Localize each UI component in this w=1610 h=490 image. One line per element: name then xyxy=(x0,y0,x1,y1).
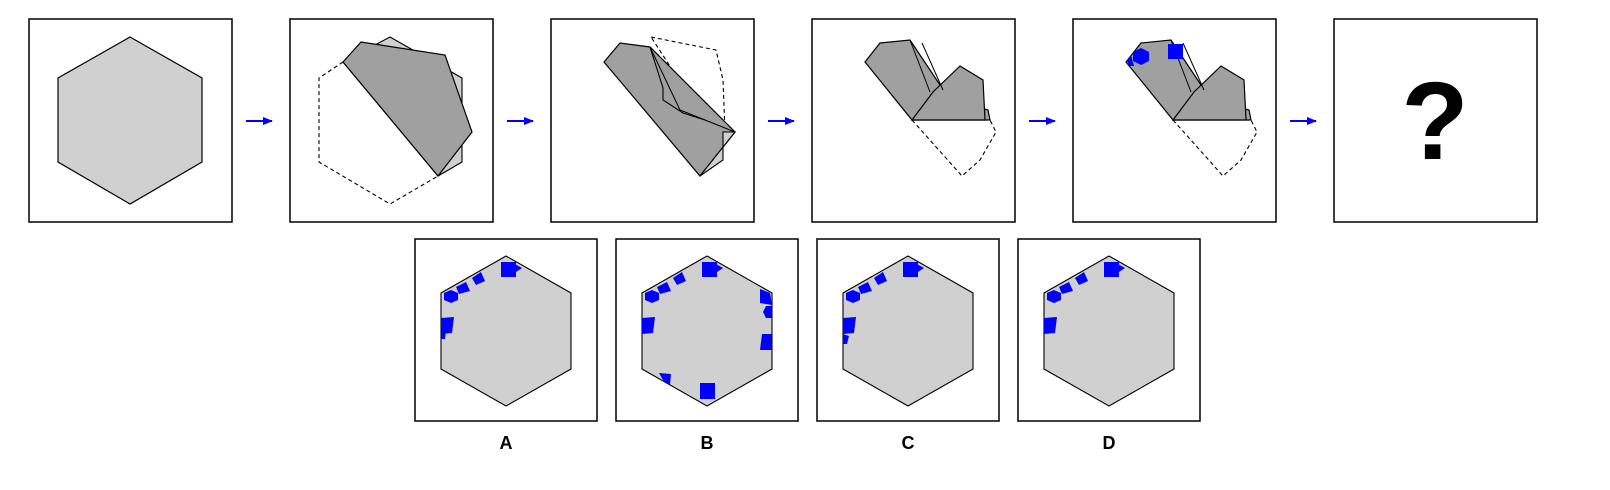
hole-partial xyxy=(673,272,686,285)
hole-square xyxy=(700,383,715,399)
folded-flap-top xyxy=(1171,65,1247,121)
option-b[interactable]: B xyxy=(615,238,799,453)
hole-square xyxy=(501,262,516,277)
option-d[interactable]: D xyxy=(1017,238,1201,453)
fold-crease xyxy=(921,42,944,91)
hole-square xyxy=(1168,44,1183,59)
hole-square xyxy=(903,262,918,277)
hole-hexagon xyxy=(444,290,458,303)
sequence-step-3 xyxy=(550,18,755,223)
sequence-step-4 xyxy=(811,18,1016,223)
option-label: B xyxy=(701,433,714,453)
folded-flap xyxy=(342,41,473,177)
hole-square-partial xyxy=(642,317,655,334)
folded-flap-inner xyxy=(649,46,736,133)
hole-partial xyxy=(915,263,924,272)
sequence-step-6: ? xyxy=(1333,18,1538,223)
option-label: D xyxy=(1103,433,1116,453)
hole-square xyxy=(1104,262,1119,277)
hole-partial xyxy=(1075,272,1088,285)
hole-partial xyxy=(659,373,671,385)
sequence-step-5 xyxy=(1072,18,1277,223)
sequence-step-1 xyxy=(28,18,233,223)
hole-square-partial xyxy=(1044,317,1057,334)
folded-flap-top xyxy=(910,65,986,121)
sequence-step-2 xyxy=(289,18,494,223)
hole-partial xyxy=(1059,282,1073,294)
fold-crease xyxy=(1182,42,1205,91)
answer-hexagon xyxy=(440,255,572,407)
hole-hexagon xyxy=(1133,48,1149,65)
hole-partial xyxy=(714,263,723,272)
paper-under-layer xyxy=(699,131,737,177)
hole-partial xyxy=(760,289,772,305)
hole-partial xyxy=(472,272,485,285)
fold-crease xyxy=(649,46,706,121)
hole-hexagon xyxy=(846,290,860,303)
answer-hexagon xyxy=(1043,255,1175,407)
hole-partial xyxy=(513,263,522,272)
answer-hexagon xyxy=(842,255,974,407)
hole-partial xyxy=(874,272,887,285)
step-frame xyxy=(1333,18,1538,223)
hole-square-partial xyxy=(441,317,454,334)
hole-partial xyxy=(1116,263,1125,272)
hole-partial xyxy=(843,334,849,344)
hole-partial xyxy=(657,282,671,294)
hole-partial xyxy=(858,282,872,294)
hole-hexagon xyxy=(1047,290,1061,303)
fold-outline-dashed xyxy=(318,61,439,205)
option-c[interactable]: C xyxy=(816,238,1000,453)
hole-square-partial xyxy=(843,317,856,334)
option-label: C xyxy=(902,433,915,453)
hole-square xyxy=(702,262,717,277)
answer-hexagon xyxy=(641,255,773,407)
paper-hexagon xyxy=(57,36,203,205)
hole-partial xyxy=(1127,55,1134,66)
hole-hexagon xyxy=(645,290,659,303)
question-mark: ? xyxy=(1401,60,1468,183)
hole-partial xyxy=(456,282,470,294)
hole-square-partial xyxy=(760,334,772,350)
hole-partial xyxy=(441,330,446,339)
option-label: A xyxy=(500,433,513,453)
hole-hexagon-partial xyxy=(763,306,772,318)
option-a[interactable]: A xyxy=(414,238,598,453)
fold-crease xyxy=(909,39,931,93)
